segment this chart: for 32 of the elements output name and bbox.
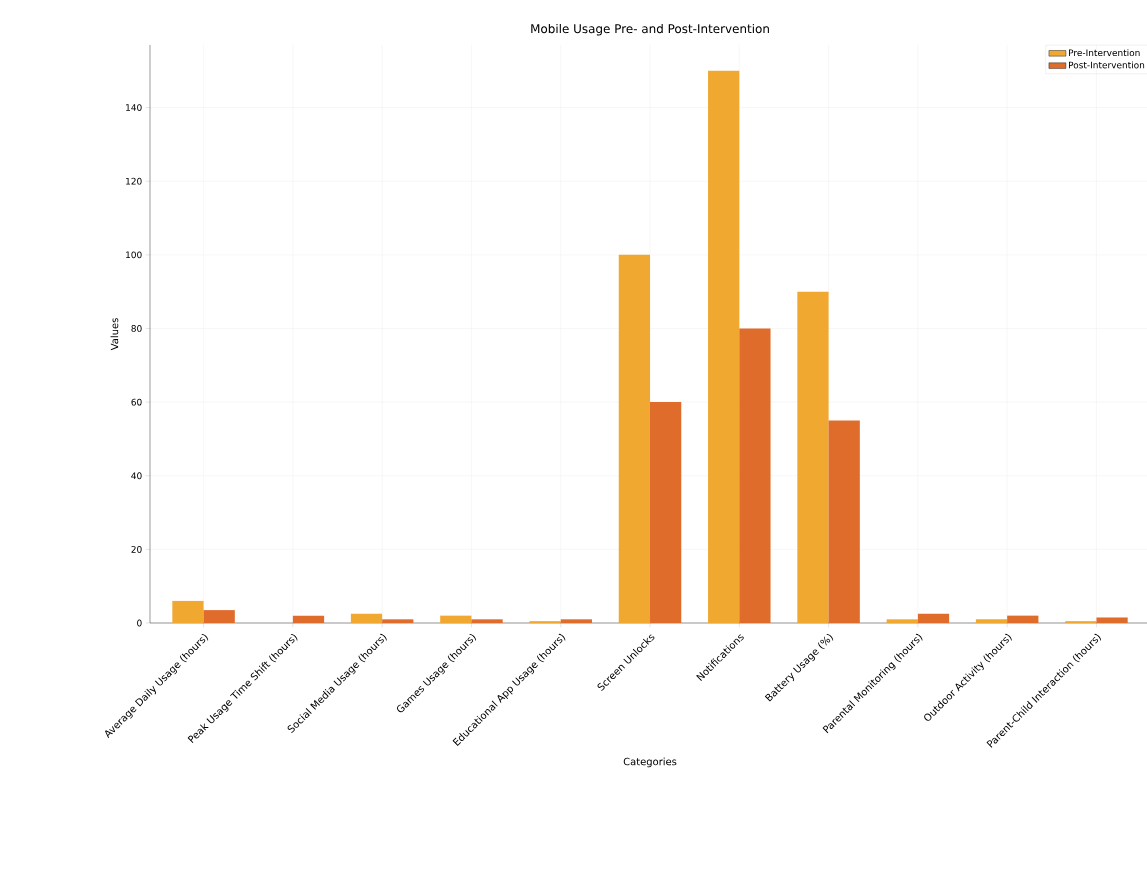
bar [172,600,204,623]
y-tick-label: 0 [137,619,142,627]
y-tick-label: 40 [131,472,142,480]
chart-title: Mobile Usage Pre- and Post-Intervention [531,23,769,36]
bar [739,328,771,623]
x-axis-title: Categories [623,757,677,768]
bar [382,619,414,623]
bar [1096,617,1128,623]
bar [203,610,235,623]
bar [886,619,918,623]
bar [471,619,503,623]
legend-label: Post-Intervention [1068,61,1145,69]
y-tick-label: 100 [126,251,142,259]
bar [618,254,651,623]
y-axis-title: Values [110,318,119,351]
bar [917,613,950,623]
bar [440,615,472,623]
bar [292,615,325,623]
bar [975,619,1008,623]
y-tick-label: 20 [131,545,142,553]
y-tick-label: 60 [131,398,142,406]
bar [1007,615,1039,623]
bar [797,291,829,623]
bar [560,619,592,623]
bar [828,420,860,623]
y-tick-label: 140 [126,104,142,111]
bar [650,402,682,623]
y-tick-label: 120 [126,177,142,185]
bar [708,70,740,623]
y-tick-label: 80 [131,325,142,332]
legend-label: Pre-Intervention [1068,49,1140,57]
bar [350,613,383,623]
